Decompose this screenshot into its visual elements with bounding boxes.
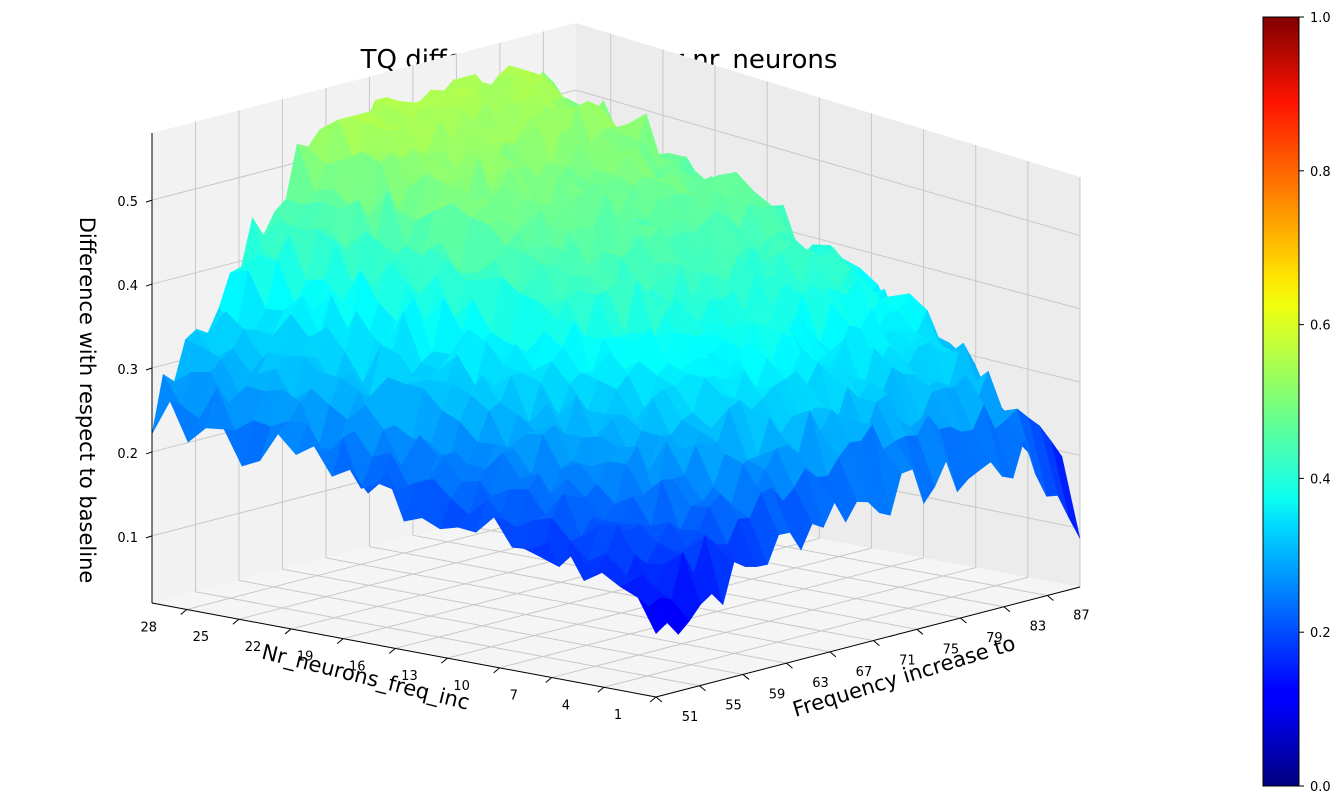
x-tick-mark	[829, 651, 837, 658]
grid-z-side	[575, 89, 1081, 237]
y-tick-mark	[336, 638, 344, 645]
y-tick-mark	[284, 628, 292, 635]
y-axis-line	[151, 602, 657, 698]
y-tick-label: 4	[562, 698, 570, 713]
y-tick-label: 10	[453, 679, 470, 694]
grid-x-floor	[369, 546, 874, 642]
y-tick-mark	[232, 618, 240, 625]
x-tick-mark	[1047, 595, 1054, 601]
z-tick-mark	[145, 199, 153, 203]
x-tick-label: 59	[769, 687, 786, 702]
y-tick-mark	[441, 657, 448, 664]
colorbar-tick-label: 0.2	[1310, 626, 1331, 641]
y-tick-label: 7	[510, 689, 518, 704]
colorbar-tick-label: 0.4	[1310, 472, 1331, 487]
grid-y-floor	[551, 567, 976, 679]
y-tick-label: 16	[349, 659, 366, 674]
colorbar-tick-label: 0.6	[1310, 319, 1331, 334]
x-axis-line	[655, 586, 1081, 698]
x-tick-mark	[699, 685, 706, 692]
x-tick-mark	[786, 662, 793, 669]
y-tick-mark	[649, 696, 657, 703]
y-tick-label: 22	[245, 640, 262, 655]
x-tick-mark	[1003, 606, 1011, 613]
colorbar-ticks: 0.0 0.2 0.4 0.6 0.8 1.0	[1299, 11, 1331, 795]
grid-x-floor	[195, 591, 700, 687]
y-tick-label: 28	[140, 620, 157, 635]
surface-facet	[637, 597, 668, 635]
y-tick-label: 25	[193, 630, 210, 645]
x-tick-mark	[742, 674, 750, 680]
y-tick-label: 13	[401, 669, 418, 684]
z-tick-label: 0.2	[117, 447, 138, 462]
z-tick-mark	[145, 451, 153, 455]
y-tick-label: 1	[614, 708, 622, 723]
grid-y-floor	[499, 557, 924, 669]
y-tick-mark	[180, 609, 188, 615]
z-tick-label: 0.5	[117, 195, 138, 210]
colorbar-tick-label: 0.0	[1310, 780, 1331, 795]
x-tick-label: 83	[1030, 620, 1047, 635]
x-tick-label: 51	[682, 710, 699, 725]
x-tick-label: 87	[1073, 608, 1090, 623]
y-tick-mark	[545, 677, 553, 683]
surface-mesh	[151, 65, 1081, 635]
z-tick-label: 0.3	[117, 363, 138, 378]
z-tick-mark	[145, 283, 153, 287]
z-tick-mark	[145, 535, 153, 539]
x-tick-label: 71	[899, 654, 916, 669]
colorbar	[1262, 16, 1300, 787]
grid-x-floor	[282, 568, 787, 664]
z-tick-mark	[145, 367, 153, 371]
y-tick-mark	[388, 647, 396, 654]
grid-x-floor	[325, 557, 831, 653]
y-tick-mark	[597, 686, 605, 693]
x-tick-mark	[873, 640, 880, 646]
colorbar-tick-label: 0.8	[1310, 165, 1331, 180]
y-tick-mark	[493, 667, 500, 674]
x-tick-label: 75	[943, 642, 960, 657]
axis-ticks: 51 55 59 63 67 71 75 79 83 87 28 25 22 19 16 13 10 7 4 1 0.1…	[117, 133, 1090, 725]
x-tick-mark	[655, 696, 663, 703]
grid-y-floor	[603, 576, 1028, 688]
z-tick-label: 0.1	[117, 531, 138, 546]
colorbar-tick-label: 1.0	[1310, 11, 1331, 26]
x-tick-label: 63	[812, 676, 829, 691]
grid-x-floor	[238, 579, 744, 675]
x-tick-label: 67	[856, 665, 873, 680]
z-tick-label: 0.4	[117, 279, 138, 294]
z-axis-label: Difference with respect to baseline	[75, 217, 99, 584]
x-tick-mark	[960, 617, 967, 624]
x-tick-mark	[916, 628, 924, 635]
x-tick-label: 79	[986, 631, 1003, 646]
y-tick-label: 19	[297, 650, 314, 665]
x-tick-label: 55	[725, 699, 742, 714]
